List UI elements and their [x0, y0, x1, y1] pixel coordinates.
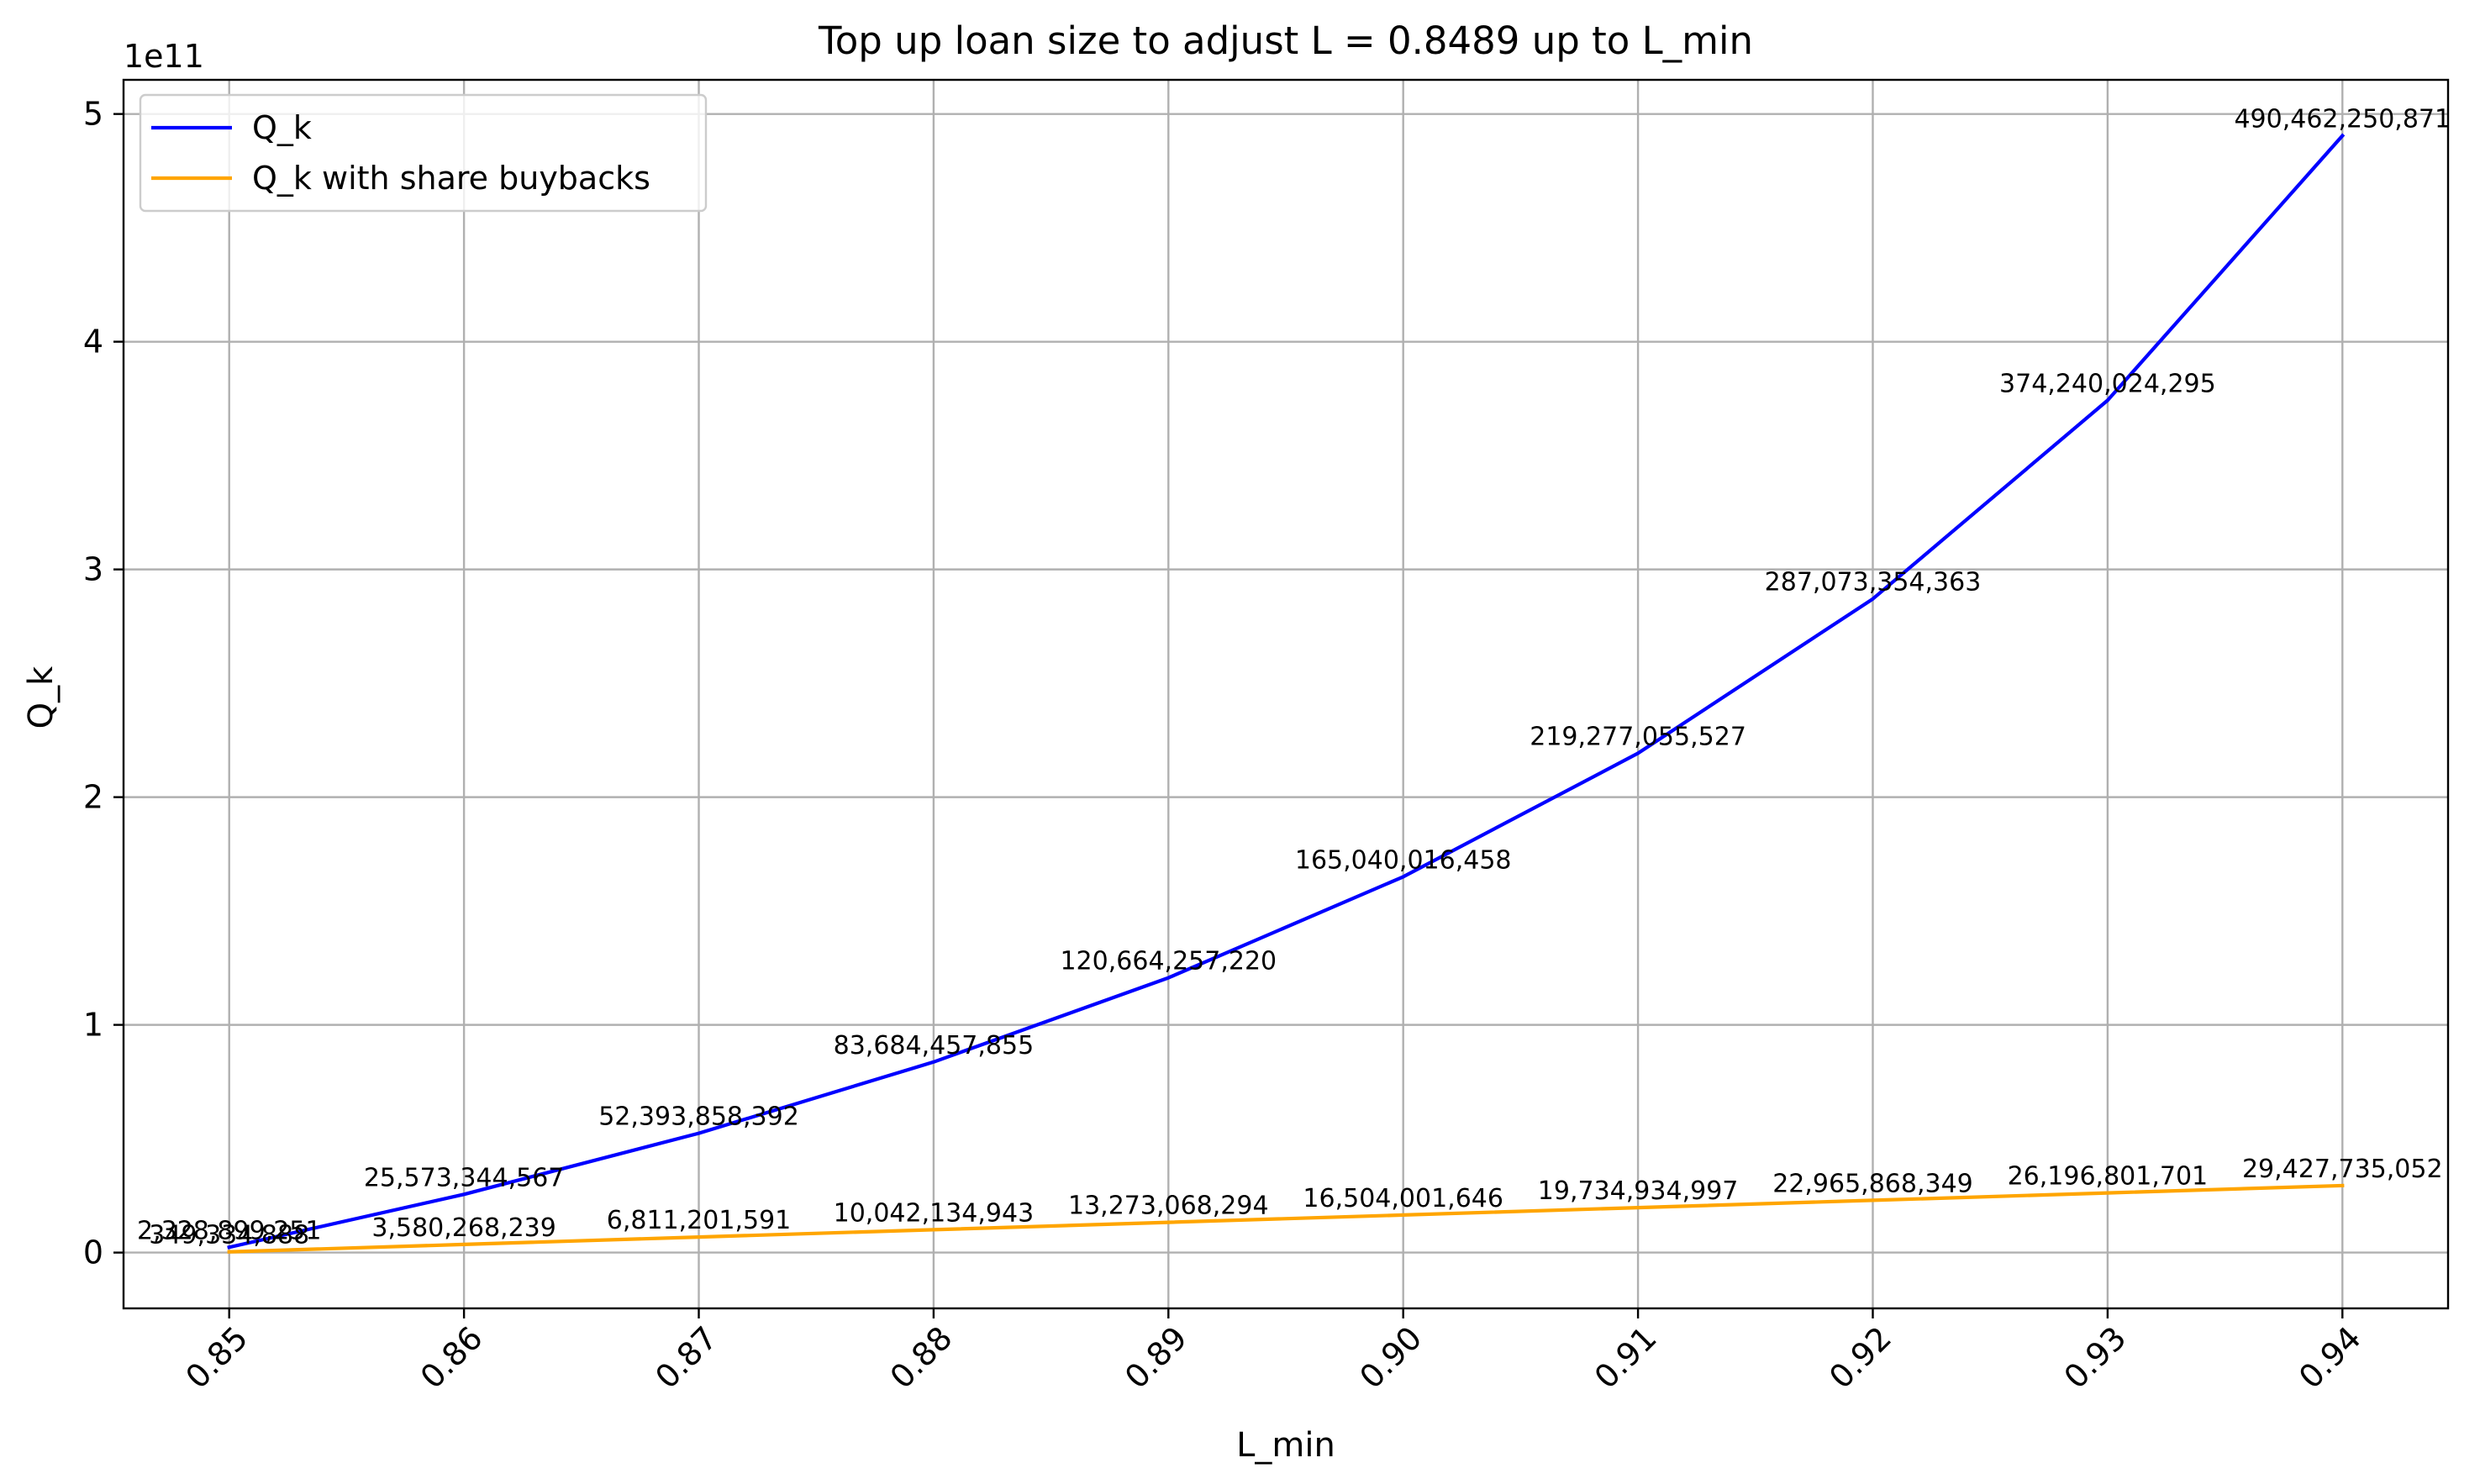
y-tick-label: 2	[83, 779, 103, 816]
data-label: 2,328,899,251	[137, 1216, 321, 1245]
y-axis-offset-text: 1e11	[124, 38, 204, 75]
y-tick-label: 5	[83, 96, 103, 133]
chart-title: Top up loan size to adjust L = 0.8489 up…	[818, 18, 1753, 63]
x-axis-title: L_min	[1236, 1426, 1335, 1465]
data-label: 26,196,801,701	[2008, 1162, 2209, 1192]
y-axis-title: Q_k	[22, 666, 61, 729]
data-label: 120,664,257,220	[1060, 947, 1277, 976]
data-label: 25,573,344,567	[364, 1163, 565, 1192]
y-tick-label: 4	[83, 324, 103, 360]
series-line-q-k-buybacks	[227, 1183, 2345, 1254]
plot-area-frame	[122, 78, 2450, 1310]
data-label: 19,734,934,997	[1538, 1176, 1739, 1206]
data-label: 3,580,268,239	[371, 1213, 555, 1243]
data-label: 83,684,457,855	[834, 1031, 1035, 1060]
legend-box	[139, 93, 708, 213]
series-line-q-k	[227, 133, 2346, 1250]
data-label: 349,334,888	[149, 1221, 309, 1250]
data-label: 6,811,201,591	[607, 1206, 791, 1235]
legend-label-q-k-buybacks: Q_k with share buybacks	[252, 160, 650, 197]
data-label: 374,240,024,295	[1999, 369, 2216, 398]
data-label: 52,393,858,392	[598, 1102, 799, 1132]
data-label: 490,462,250,871	[2234, 104, 2451, 134]
series-lines	[227, 133, 2346, 1254]
data-label: 22,965,868,349	[1772, 1169, 1973, 1198]
data-label: 219,277,055,527	[1530, 722, 1746, 751]
data-labels: 2,328,899,251 25,573,344,567 52,393,858,39…	[137, 104, 2451, 1250]
data-label: 29,427,735,052	[2242, 1155, 2443, 1184]
legend: Q_k Q_k with share buybacks	[139, 93, 708, 213]
data-label: 16,504,001,646	[1303, 1184, 1503, 1213]
legend-label-q-k: Q_k	[252, 109, 312, 146]
axes-frame	[122, 78, 2450, 1310]
data-label: 287,073,354,363	[1765, 568, 1982, 597]
y-tick-label: 0	[83, 1234, 103, 1271]
y-tick-label: 3	[83, 551, 103, 588]
y-tick-label: 1	[83, 1007, 103, 1044]
data-label: 10,042,134,943	[834, 1198, 1035, 1228]
data-label: 13,273,068,294	[1068, 1192, 1269, 1221]
data-label: 165,040,016,458	[1295, 845, 1512, 875]
